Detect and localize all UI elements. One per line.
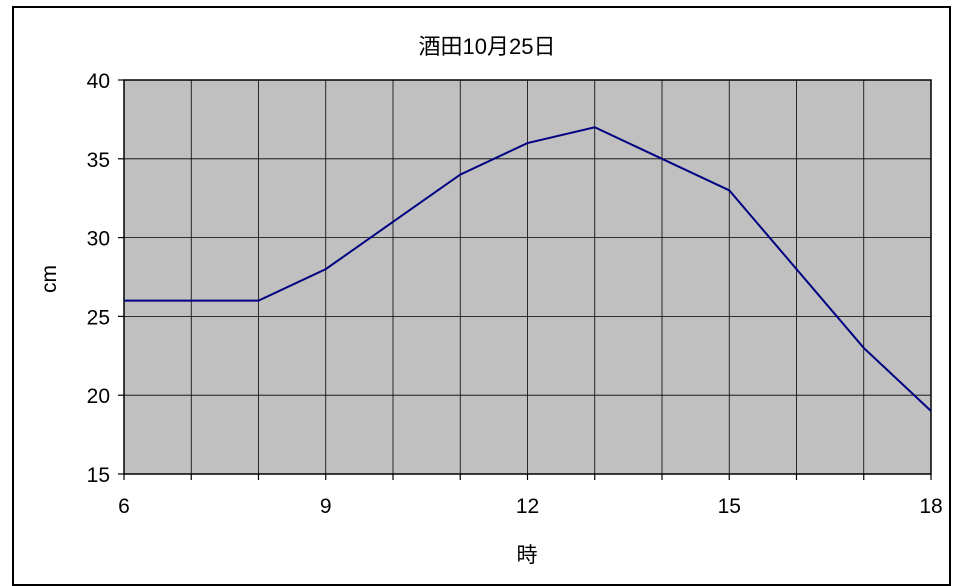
x-tick-label: 6: [118, 495, 130, 518]
data-point: [794, 267, 799, 272]
chart-title: 酒田10月25日: [419, 34, 556, 59]
data-point: [256, 298, 261, 303]
y-tick-label: 35: [87, 149, 110, 172]
data-point: [929, 408, 934, 413]
data-point: [323, 267, 328, 272]
data-point: [727, 188, 732, 193]
x-axis-label: 時: [517, 544, 538, 567]
y-tick-label: 40: [87, 70, 110, 93]
y-tick-label: 30: [87, 228, 110, 251]
y-tick-label: 20: [87, 385, 110, 408]
data-point: [122, 298, 127, 303]
series-line: [124, 126, 932, 412]
x-axis-ticks: 6 9 12 15 18: [118, 474, 943, 518]
data-point: [592, 125, 597, 130]
line-chart: 酒田10月25日 15 20 25 30 35 40 6 9 12 15 18 時 cm: [38, 34, 943, 567]
y-tick-label: 15: [87, 464, 110, 487]
y-tick-label: 25: [87, 306, 110, 329]
data-point: [391, 219, 396, 224]
x-tick-label: 15: [718, 495, 741, 518]
x-tick-label: 9: [320, 495, 332, 518]
data-point: [861, 345, 866, 350]
data-point: [189, 298, 194, 303]
x-tick-label: 12: [516, 495, 539, 518]
y-axis-label: cm: [38, 265, 61, 293]
data-point: [525, 141, 530, 146]
x-tick-label: 18: [919, 495, 942, 518]
data-point: [458, 172, 463, 177]
data-point: [660, 156, 665, 161]
grid-lines: [124, 80, 931, 474]
y-axis-ticks: 15 20 25 30 35 40: [87, 70, 124, 487]
